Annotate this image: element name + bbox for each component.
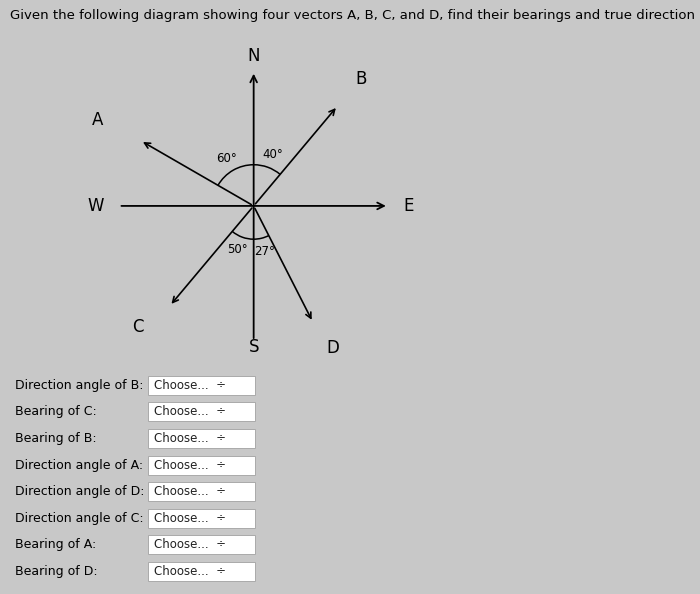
FancyBboxPatch shape	[148, 456, 255, 475]
Text: W: W	[88, 197, 104, 215]
Text: Choose...  ÷: Choose... ÷	[154, 379, 226, 392]
Text: A: A	[92, 111, 103, 129]
Text: Choose...  ÷: Choose... ÷	[154, 432, 226, 445]
Text: 60°: 60°	[216, 152, 237, 165]
Text: 40°: 40°	[262, 148, 283, 161]
Text: Direction angle of C:: Direction angle of C:	[15, 512, 144, 525]
Text: S: S	[248, 337, 259, 356]
FancyBboxPatch shape	[148, 535, 255, 554]
Text: Bearing of B:: Bearing of B:	[15, 432, 97, 445]
Text: Bearing of C:: Bearing of C:	[15, 405, 97, 418]
Text: Choose...  ÷: Choose... ÷	[154, 512, 226, 525]
FancyBboxPatch shape	[148, 562, 255, 581]
FancyBboxPatch shape	[148, 508, 255, 528]
Text: Direction angle of D:: Direction angle of D:	[15, 485, 144, 498]
FancyBboxPatch shape	[148, 482, 255, 501]
FancyBboxPatch shape	[148, 402, 255, 421]
Text: 27°: 27°	[253, 245, 274, 258]
Text: Choose...  ÷: Choose... ÷	[154, 459, 226, 472]
Text: B: B	[356, 70, 367, 89]
FancyBboxPatch shape	[148, 376, 255, 395]
Text: Choose...  ÷: Choose... ÷	[154, 405, 226, 418]
Text: Given the following diagram showing four vectors A, B, C, and D, find their bear: Given the following diagram showing four…	[10, 9, 700, 22]
Text: Direction angle of A:: Direction angle of A:	[15, 459, 143, 472]
Text: Direction angle of B:: Direction angle of B:	[15, 379, 144, 392]
Text: Choose...  ÷: Choose... ÷	[154, 565, 226, 578]
FancyBboxPatch shape	[148, 429, 255, 448]
Text: 50°: 50°	[228, 244, 248, 257]
Text: Bearing of A:: Bearing of A:	[15, 538, 97, 551]
Text: Bearing of D:: Bearing of D:	[15, 565, 97, 578]
Text: C: C	[132, 318, 144, 336]
Text: N: N	[247, 47, 260, 65]
Text: E: E	[403, 197, 414, 215]
Text: Choose...  ÷: Choose... ÷	[154, 538, 226, 551]
Text: Choose...  ÷: Choose... ÷	[154, 485, 226, 498]
Text: D: D	[326, 339, 339, 358]
